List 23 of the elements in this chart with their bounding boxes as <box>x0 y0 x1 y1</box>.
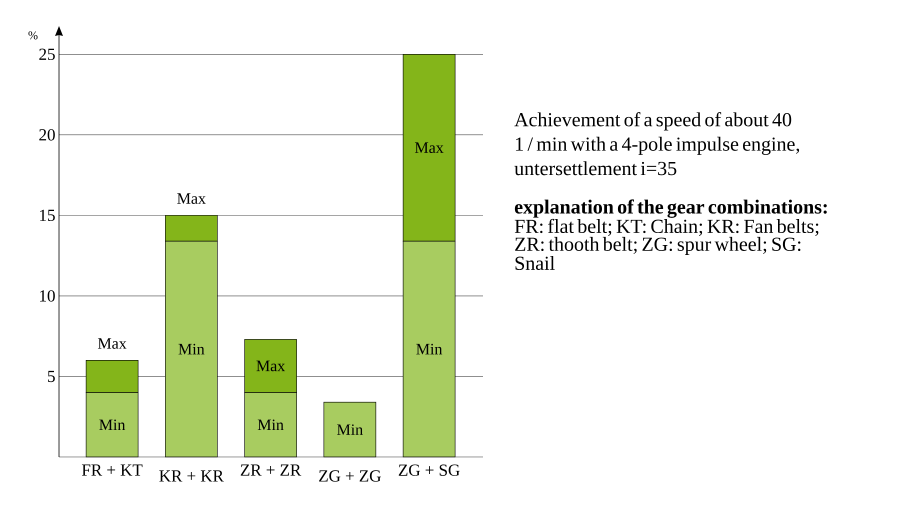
x-tick-label: KR + KR <box>159 470 224 482</box>
text: Max <box>256 360 286 372</box>
y-axis-title: % <box>28 31 38 40</box>
series-label: Max <box>177 193 206 204</box>
series-label: Min <box>258 420 284 430</box>
x-tick-label: ZR + ZR <box>240 464 302 476</box>
text: FR: flat belt; KT: Chain; KR: Fan belts; ZR: thooth belt; ZG: spur wheel; SG: Snail <box>514 218 818 270</box>
text: Min <box>99 420 126 430</box>
x-tick-label: FR + KT <box>82 464 142 476</box>
x-tick-label: ZG + SG <box>398 464 460 476</box>
y-tick-label: 5 <box>48 370 55 382</box>
y-tick-label: 20 <box>39 129 55 141</box>
text: Max <box>414 142 444 154</box>
text: Min <box>337 424 363 435</box>
text: Max <box>98 338 127 349</box>
y-tick-label: 25 <box>39 48 55 60</box>
text: Min <box>416 344 442 354</box>
y-tick-label: 10 <box>40 290 55 302</box>
y-tick-label: 15 <box>40 210 55 222</box>
x-tick-label: ZG + ZG <box>319 470 381 482</box>
text: Min <box>178 344 204 354</box>
text: explanation of the gear combinations: <box>514 199 827 218</box>
text: Achievement of a speed of about 40 1 / min with a 4-pole impulse engine, untersettlement i=35 <box>514 112 800 176</box>
